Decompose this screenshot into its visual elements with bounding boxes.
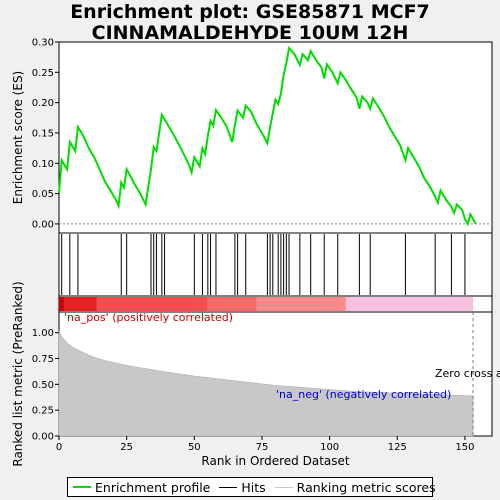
- colorbar-segment-1: [64, 297, 97, 311]
- legend-hits: Hits: [219, 479, 266, 495]
- x-tick-label-4: 100: [320, 442, 339, 453]
- ranking-metric-area: [58, 330, 474, 437]
- metric-y-tick-label-2: 0.50: [32, 380, 54, 391]
- es-y-tick-label-4: 0.20: [32, 98, 54, 109]
- x-tick-label-2: 50: [188, 442, 201, 453]
- x-tick-label-0: 0: [56, 442, 62, 453]
- x-axis-title: Rank in Ordered Dataset: [201, 454, 349, 468]
- colorbar-segment-2: [96, 297, 208, 311]
- es-y-tick-label-0: 0.00: [32, 219, 54, 230]
- legend-hits-label: Hits: [241, 479, 266, 495]
- x-tick-label-5: 125: [388, 442, 407, 453]
- legend: Enrichment profile Hits Ranking metric s…: [67, 477, 436, 497]
- colorbar-segment-3: [207, 297, 257, 311]
- es-y-tick-label-6: 0.30: [32, 38, 54, 49]
- chart-title-line-1: Enrichment plot: GSE85871 MCF7: [70, 1, 430, 23]
- x-tick-label-1: 25: [120, 442, 133, 453]
- es-panel-frame: [58, 41, 493, 234]
- es-y-tick-label-5: 0.25: [32, 68, 54, 79]
- x-tick-label-6: 150: [455, 442, 474, 453]
- es-y-tick-label-1: 0.05: [32, 189, 54, 200]
- legend-metric-label: Ranking metric scores: [296, 479, 436, 495]
- colorbar-segment-0: [59, 297, 65, 311]
- hit-line-icon: [219, 486, 238, 488]
- chart-title-line-2: CINNAMALDEHYDE 10UM 12H: [91, 22, 409, 44]
- colorbar-segment-4: [256, 297, 346, 311]
- enrichment-profile-line: [58, 45, 477, 227]
- negative-correlation-label: 'na_neg' (negatively correlated): [276, 388, 451, 401]
- hits-panel-frame: [58, 232, 493, 297]
- metric-y-tick-label-3: 0.75: [32, 354, 54, 365]
- metric-line-icon: [274, 486, 293, 488]
- metric-y-tick-label-4: 1.00: [32, 328, 54, 339]
- legend-metric: Ranking metric scores: [274, 479, 436, 495]
- enrichment-line-icon: [73, 486, 91, 488]
- es-y-tick-label-3: 0.15: [32, 128, 54, 139]
- es-y-tick-label-2: 0.10: [32, 159, 54, 170]
- x-tick-label-3: 75: [256, 442, 269, 453]
- metric-y-tick-label-0: 0.00: [32, 432, 54, 443]
- legend-enrichment-label: Enrichment profile: [95, 479, 211, 495]
- colorbar-segment-5: [345, 297, 474, 311]
- positive-correlation-label: 'na_pos' (positively correlated): [64, 311, 233, 324]
- metric-y-axis-title: Ranked list metric (PreRanked): [11, 281, 25, 466]
- metric-y-tick-label-1: 0.25: [32, 406, 54, 417]
- zero-cross-label: Zero cross at 153: [435, 367, 500, 380]
- legend-enrichment: Enrichment profile: [73, 480, 210, 495]
- es-y-axis-title: Enrichment score (ES): [11, 71, 25, 204]
